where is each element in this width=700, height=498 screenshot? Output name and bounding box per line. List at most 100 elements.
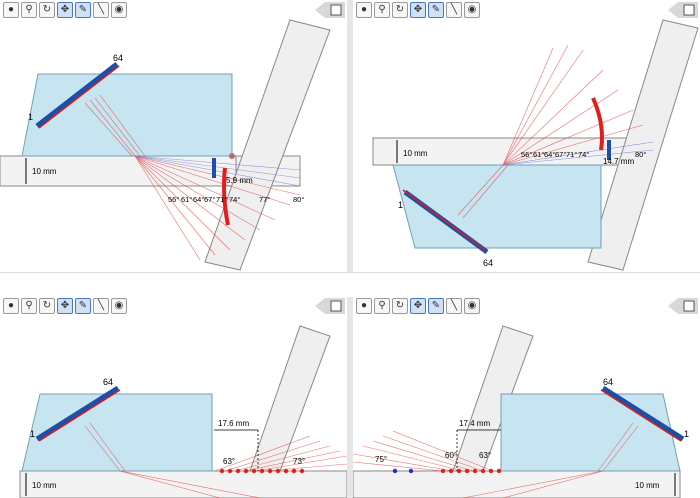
beam-fan <box>457 44 644 219</box>
eye-icon[interactable]: ◉ <box>464 298 480 314</box>
toolbar: ● ⚲ ↻ ✥ ✎ ╲ ◉ <box>3 298 127 314</box>
move-icon[interactable]: ✥ <box>57 298 73 314</box>
distance-label: 14.7 mm <box>603 157 634 166</box>
element-last-label: 64 <box>483 258 493 268</box>
rotate-icon[interactable]: ↻ <box>392 298 408 314</box>
element-first-label: 1 <box>398 200 403 210</box>
weld-bevel <box>587 19 699 271</box>
svg-text:61°: 61° <box>533 150 544 159</box>
angle-label-shear: 75° <box>375 455 387 464</box>
svg-text:71°: 71° <box>216 195 227 204</box>
panel-top-left: ● ⚲ ↻ ✥ ✎ ╲ ◉ <box>0 0 347 272</box>
thickness-label: 10 mm <box>635 481 660 490</box>
focal-points <box>440 468 502 474</box>
beam-fan <box>353 422 639 498</box>
rotate-icon[interactable]: ↻ <box>39 298 55 314</box>
probe-icon[interactable]: ✎ <box>428 298 444 314</box>
svg-text:67°: 67° <box>555 150 566 159</box>
distance-label: 17.6 mm <box>218 419 249 428</box>
svg-text:80°: 80° <box>635 150 646 159</box>
wedge <box>21 393 213 472</box>
probe-icon[interactable]: ✎ <box>75 298 91 314</box>
svg-text:67°: 67° <box>204 195 215 204</box>
transducer <box>601 385 685 442</box>
eraser-icon[interactable]: ╲ <box>93 298 109 314</box>
toolbar: ● ⚲ ↻ ✥ ✎ ╲ ◉ <box>356 2 480 18</box>
distance-label: 17.4 mm <box>459 419 490 428</box>
angle-label-max: 60° <box>445 451 457 460</box>
thickness-label: 10 mm <box>32 481 57 490</box>
view-toggle-icon[interactable] <box>668 298 698 314</box>
element-last-label: 64 <box>113 53 123 63</box>
angle-labels: 56° 61° 64° 67° 71° 74° 80° <box>521 150 646 159</box>
move-icon[interactable]: ✥ <box>410 2 426 18</box>
element-first-label: 1 <box>684 429 689 439</box>
rotate-icon[interactable]: ↻ <box>392 2 408 18</box>
angle-label-min: 63° <box>223 457 235 466</box>
wedge <box>500 393 681 472</box>
probe-icon[interactable]: ✎ <box>75 2 91 18</box>
wedge <box>392 164 602 249</box>
zoom-icon[interactable]: ⚲ <box>21 298 37 314</box>
view-toggle-icon[interactable] <box>315 298 345 314</box>
part-plate <box>19 470 347 498</box>
svg-text:64°: 64° <box>544 150 555 159</box>
eraser-icon[interactable]: ╲ <box>446 298 462 314</box>
bulb-icon[interactable]: ● <box>3 298 19 314</box>
transducer <box>35 62 119 128</box>
part-plate <box>353 470 681 498</box>
svg-text:56°: 56° <box>168 195 179 204</box>
view-toggle-icon[interactable] <box>315 2 345 18</box>
toolbar: ● ⚲ ↻ ✥ ✎ ╲ ◉ <box>3 2 127 18</box>
element-last-label: 64 <box>103 377 113 387</box>
svg-text:56°: 56° <box>521 150 532 159</box>
shear-fan <box>502 141 654 166</box>
bulb-icon[interactable]: ● <box>356 2 372 18</box>
move-icon[interactable]: ✥ <box>410 298 426 314</box>
svg-text:74°: 74° <box>578 150 589 159</box>
weld-bevel <box>204 19 331 271</box>
focal-arc <box>591 97 604 151</box>
svg-text:80°: 80° <box>293 195 304 204</box>
thickness-label: 10 mm <box>32 167 57 176</box>
element-last-label: 64 <box>603 377 613 387</box>
zoom-icon[interactable]: ⚲ <box>374 2 390 18</box>
svg-text:77°: 77° <box>259 195 270 204</box>
panel-top-right: ● ⚲ ↻ ✥ ✎ ╲ ◉ 64 1 10 mm 14.7 mm <box>353 0 700 272</box>
divider-vertical <box>347 0 353 498</box>
zoom-icon[interactable]: ⚲ <box>21 2 37 18</box>
distance-label: 5.9 mm <box>226 176 253 185</box>
angle-label-max: 73° <box>293 457 305 466</box>
transducer <box>35 385 120 442</box>
probe-icon[interactable]: ✎ <box>428 2 444 18</box>
toolbar: ● ⚲ ↻ ✥ ✎ ╲ ◉ <box>356 298 480 314</box>
svg-text:71°: 71° <box>566 150 577 159</box>
element-first-label: 1 <box>28 112 33 122</box>
focal-points <box>219 468 305 474</box>
eye-icon[interactable]: ◉ <box>111 298 127 314</box>
rotate-icon[interactable]: ↻ <box>39 2 55 18</box>
view-toggle-icon[interactable] <box>668 2 698 18</box>
element-first-label: 1 <box>30 429 35 439</box>
svg-text:64°: 64° <box>193 195 204 204</box>
move-icon[interactable]: ✥ <box>57 2 73 18</box>
svg-text:74°: 74° <box>229 195 240 204</box>
bulb-icon[interactable]: ● <box>3 2 19 18</box>
zoom-icon[interactable]: ⚲ <box>374 298 390 314</box>
beam-fan <box>84 94 301 261</box>
shear-fan <box>134 155 301 187</box>
eye-icon[interactable]: ◉ <box>464 2 480 18</box>
angle-label-min: 63° <box>479 451 491 460</box>
eye-icon[interactable]: ◉ <box>111 2 127 18</box>
panel-bottom-left: ● ⚲ ↻ ✥ ✎ ╲ ◉ 64 1 10 mm <box>0 296 347 498</box>
panel-bottom-right: ● ⚲ ↻ ✥ ✎ ╲ ◉ 64 1 <box>353 296 700 498</box>
eraser-icon[interactable]: ╲ <box>446 2 462 18</box>
bulb-icon[interactable]: ● <box>356 298 372 314</box>
angle-labels: 56° 61° 64° 67° 71° 74° 77° 80° <box>168 195 304 204</box>
divider-horizontal <box>0 272 700 297</box>
focal-arc <box>222 167 230 226</box>
eraser-icon[interactable]: ╲ <box>93 2 109 18</box>
svg-text:61°: 61° <box>181 195 192 204</box>
shear-points <box>392 468 414 474</box>
thickness-label: 10 mm <box>403 149 428 158</box>
